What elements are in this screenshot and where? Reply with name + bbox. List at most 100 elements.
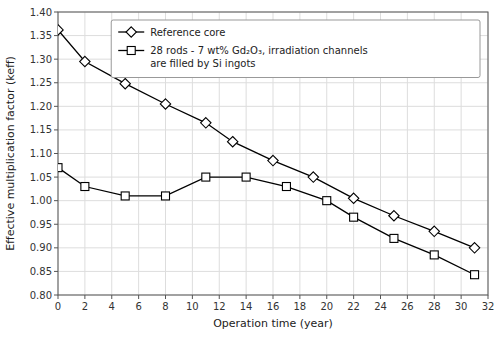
tick-label-x: 20 (320, 301, 333, 312)
y-axis-label: Effective multiplication factor (keff) (4, 56, 17, 251)
tick-label-y: 0.85 (30, 266, 52, 277)
legend-label: Reference core (150, 27, 225, 38)
tick-label-x: 16 (267, 301, 280, 312)
tick-label-y: 1.40 (30, 7, 52, 18)
point (242, 173, 250, 181)
grid-line-y (58, 247, 488, 248)
tick-x (273, 295, 274, 299)
chart: 024681012141618202224262830320.800.850.9… (0, 0, 500, 337)
tick-label-y: 1.20 (30, 101, 52, 112)
axes: 024681012141618202224262830320.800.850.9… (30, 7, 495, 313)
tick-label-y: 1.35 (30, 30, 52, 41)
tick-y (54, 224, 58, 225)
legend-label-line: are filled by Si ingots (150, 58, 255, 69)
legend-marker (126, 27, 136, 37)
point (58, 25, 63, 35)
tick-x (58, 295, 59, 299)
tick-x (434, 295, 435, 299)
point (430, 251, 438, 259)
legend-label: 28 rods - 7 wt% Gd₂O₃, irradiation chann… (150, 45, 367, 69)
grid-line-y (58, 153, 488, 154)
legend-label-line: 28 rods - 7 wt% Gd₂O₃, irradiation chann… (150, 45, 367, 56)
point (268, 155, 278, 165)
tick-x (407, 295, 408, 299)
grid-line-y (58, 106, 488, 107)
legend: Reference core 28 rods - 7 wt% Gd₂O₃, irr… (111, 20, 480, 78)
tick-y (54, 271, 58, 272)
point (471, 271, 479, 279)
tick-label-y: 1.10 (30, 148, 52, 159)
grid-line-y (58, 129, 488, 130)
point (162, 192, 170, 200)
tick-label-x: 24 (374, 301, 387, 312)
point (160, 99, 170, 109)
tick-y (54, 200, 58, 201)
background (0, 0, 500, 337)
tick-x (299, 295, 300, 299)
grid (58, 12, 488, 295)
tick-label-x: 10 (186, 301, 199, 312)
point (350, 213, 358, 221)
tick-label-x: 32 (482, 301, 495, 312)
point (282, 183, 290, 191)
tick-label-x: 30 (455, 301, 468, 312)
tick-x (380, 295, 381, 299)
tick-label-x: 26 (401, 301, 414, 312)
point (429, 226, 439, 236)
tick-label-x: 0 (55, 301, 61, 312)
tick-label-x: 8 (162, 301, 168, 312)
tick-label-y: 1.00 (30, 195, 52, 206)
tick-x (461, 295, 462, 299)
tick-x (165, 295, 166, 299)
legend-label-line: Reference core (150, 27, 225, 38)
tick-label-x: 4 (109, 301, 115, 312)
point (469, 243, 479, 253)
tick-y (54, 177, 58, 178)
tick-x (488, 295, 489, 299)
tick-y (54, 82, 58, 83)
point (323, 197, 331, 205)
point (308, 172, 318, 182)
tick-label-y: 1.15 (30, 124, 52, 135)
tick-label-y: 1.05 (30, 172, 52, 183)
tick-y (54, 106, 58, 107)
point (58, 164, 62, 172)
tick-label-x: 14 (240, 301, 253, 312)
tick-x (192, 295, 193, 299)
point (227, 137, 237, 147)
tick-label-x: 28 (428, 301, 441, 312)
tick-label-x: 18 (294, 301, 307, 312)
plot-frame (58, 12, 488, 295)
tick-x (138, 295, 139, 299)
tick-y (54, 247, 58, 248)
grid-line-y (58, 224, 488, 225)
x-axis-label: Operation time (year) (213, 317, 333, 330)
point (390, 234, 398, 242)
point (120, 78, 130, 88)
tick-label-y: 0.80 (30, 290, 52, 301)
tick-label-y: 1.25 (30, 77, 52, 88)
tick-x (246, 295, 247, 299)
point (202, 173, 210, 181)
legend-marker (127, 47, 135, 55)
tick-label-x: 6 (135, 301, 141, 312)
tick-label-x: 22 (347, 301, 360, 312)
point (348, 193, 358, 203)
tick-label-x: 2 (82, 301, 88, 312)
point (80, 56, 90, 66)
tick-label-y: 0.90 (30, 242, 52, 253)
tick-y (54, 12, 58, 13)
grid-line-y (58, 177, 488, 178)
point (201, 118, 211, 128)
tick-x (111, 295, 112, 299)
tick-x (84, 295, 85, 299)
point (121, 192, 129, 200)
series-line (58, 168, 475, 275)
tick-label-y: 1.30 (30, 54, 52, 65)
tick-y (54, 153, 58, 154)
tick-y (54, 295, 58, 296)
tick-label-y: 0.95 (30, 219, 52, 230)
point (389, 211, 399, 221)
tick-label-x: 12 (213, 301, 226, 312)
legend-box (111, 20, 480, 78)
